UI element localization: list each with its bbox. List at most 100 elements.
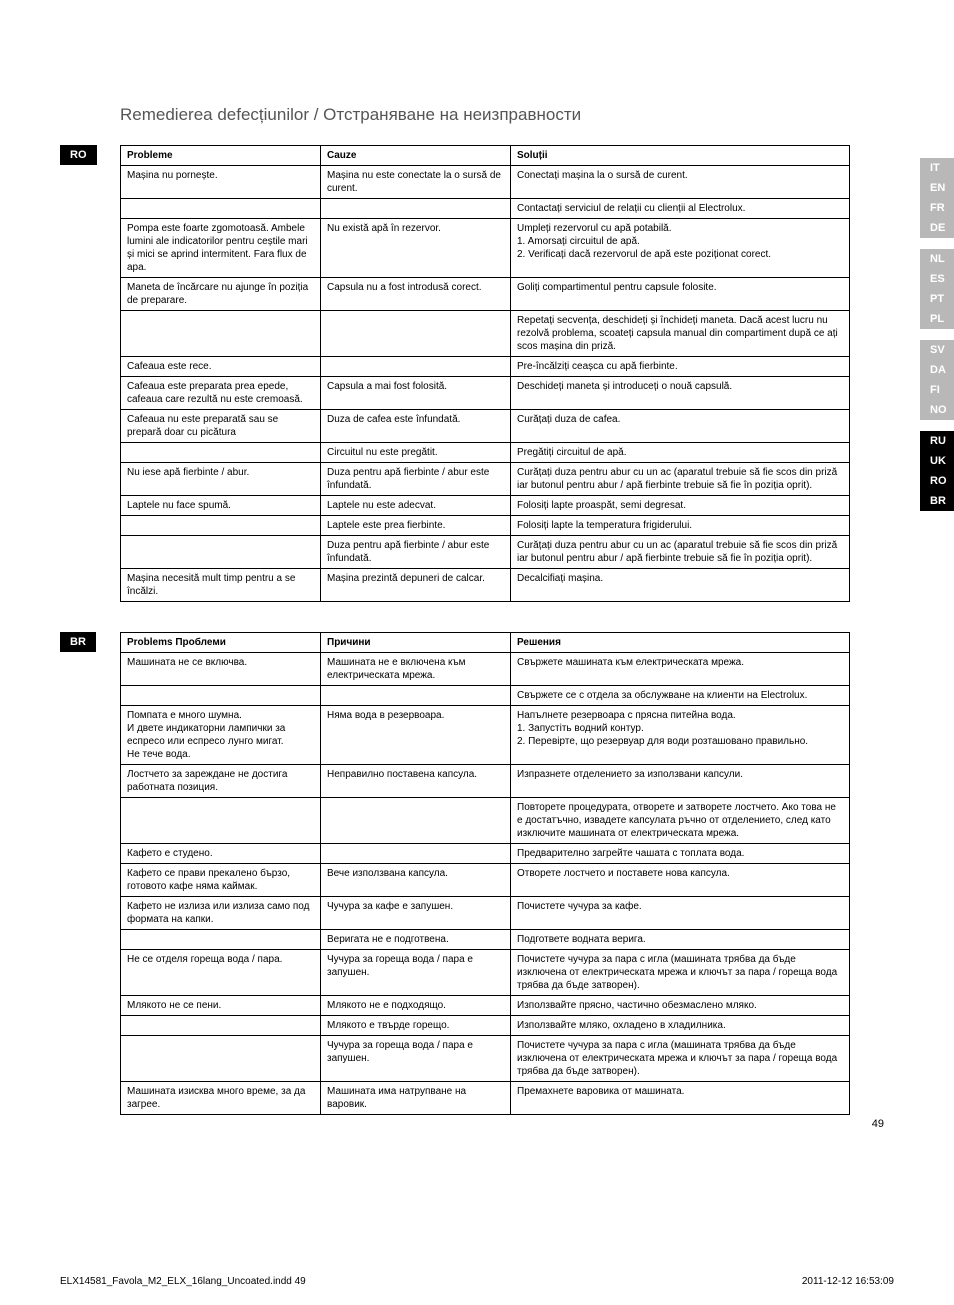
table-cell: Mașina nu pornește.	[121, 166, 321, 199]
table-row: Кафето не излиза или излиза само под фор…	[121, 897, 850, 930]
section-badge: RO	[60, 145, 97, 165]
lang-tab-uk[interactable]: UK	[920, 451, 954, 471]
table-row: Чучура за гореща вода / пара е запушен.П…	[121, 1036, 850, 1082]
table-cell: Машината има натрупване на варовик.	[321, 1082, 511, 1115]
footer-file: ELX14581_Favola_M2_ELX_16lang_Uncoated.i…	[60, 1276, 306, 1287]
table-cell	[321, 199, 511, 219]
table-cell: Nu iese apă fierbinte / abur.	[121, 463, 321, 496]
table-cell	[321, 798, 511, 844]
table-row: Cafeaua nu este preparată sau se prepară…	[121, 410, 850, 443]
section-ro: ROProblemeCauzeSoluțiiMașina nu pornește…	[120, 145, 894, 602]
table-cell	[321, 686, 511, 706]
table-cell: Напълнете резервоара с прясна питейна во…	[511, 706, 850, 765]
table-header: Причини	[321, 633, 511, 653]
lang-tab-nl[interactable]: NL	[920, 249, 954, 269]
table-row: Circuitul nu este pregătit.Pregătiți cir…	[121, 443, 850, 463]
lang-tab-it[interactable]: IT	[920, 158, 954, 178]
table-cell: Повторете процедурата, отворете и затвор…	[511, 798, 850, 844]
table-row: Laptele nu face spumă.Laptele nu este ad…	[121, 496, 850, 516]
lang-tab-ru[interactable]: RU	[920, 431, 954, 451]
lang-tab-fr[interactable]: FR	[920, 198, 954, 218]
table-row: Повторете процедурата, отворете и затвор…	[121, 798, 850, 844]
table-cell: Duza de cafea este înfundată.	[321, 410, 511, 443]
lang-tab-sv[interactable]: SV	[920, 340, 954, 360]
table-row: Млякото е твърде горещо.Използвайте мляк…	[121, 1016, 850, 1036]
table-cell: Nu există apă în rezervor.	[321, 219, 511, 278]
language-nav: ITENFRDE NLESPTPL SVDAFINO RUUKROBR	[920, 158, 954, 519]
table-cell: Млякото не се пени.	[121, 996, 321, 1016]
lang-tab-en[interactable]: EN	[920, 178, 954, 198]
lang-tab-ro[interactable]: RO	[920, 471, 954, 491]
table-cell: Вече използвана капсула.	[321, 864, 511, 897]
table-cell: Circuitul nu este pregătit.	[321, 443, 511, 463]
table-cell: Млякото е твърде горещо.	[321, 1016, 511, 1036]
lang-tab-pt[interactable]: PT	[920, 289, 954, 309]
table-cell: Подгответе водната верига.	[511, 930, 850, 950]
table-cell: Лостчето за зареждане не достига работна…	[121, 765, 321, 798]
table-cell: Няма вода в резервоара.	[321, 706, 511, 765]
title-sep: /	[309, 105, 323, 124]
table-row: Кафето е студено. Предварително загрейте …	[121, 844, 850, 864]
table-row: Duza pentru apă fierbinte / abur este în…	[121, 536, 850, 569]
table-cell	[121, 930, 321, 950]
table-row: Свържете се с отдела за обслужване на кл…	[121, 686, 850, 706]
table-row: Машината изисква много време, за да загр…	[121, 1082, 850, 1115]
footer-timestamp: 2011-12-12 16:53:09	[802, 1276, 894, 1287]
table-row: Кафето се прави прекалено бързо, готовот…	[121, 864, 850, 897]
table-cell: Машината изисква много време, за да загр…	[121, 1082, 321, 1115]
section-badge: BR	[60, 632, 96, 652]
table-cell: Capsula a mai fost folosită.	[321, 377, 511, 410]
table-cell: Duza pentru apă fierbinte / abur este în…	[321, 536, 511, 569]
table-cell	[121, 516, 321, 536]
table-row: Contactați serviciul de relații cu clien…	[121, 199, 850, 219]
table-cell	[121, 199, 321, 219]
table-cell	[321, 357, 511, 377]
table-row: Maneta de încărcare nu ajunge în poziția…	[121, 278, 850, 311]
table-row: Веригата не е подготвена.Подгответе водн…	[121, 930, 850, 950]
table-cell: Contactați serviciul de relații cu clien…	[511, 199, 850, 219]
table-cell: Почистете чучура за кафе.	[511, 897, 850, 930]
table-row: Машината не се включва.Машината не е вкл…	[121, 653, 850, 686]
lang-group: ITENFRDE	[920, 158, 954, 238]
table-cell: Repetați secvența, deschideți și închide…	[511, 311, 850, 357]
lang-tab-da[interactable]: DA	[920, 360, 954, 380]
table-cell	[121, 1036, 321, 1082]
lang-tab-br[interactable]: BR	[920, 491, 954, 511]
table-cell: Използвайте прясно, частично обезмаслено…	[511, 996, 850, 1016]
table-cell: Млякото не е подходящо.	[321, 996, 511, 1016]
table-cell	[121, 311, 321, 357]
page-number: 49	[872, 1118, 884, 1130]
lang-tab-pl[interactable]: PL	[920, 309, 954, 329]
lang-group: RUUKROBR	[920, 431, 954, 511]
lang-tab-fi[interactable]: FI	[920, 380, 954, 400]
table-header: Problems Проблеми	[121, 633, 321, 653]
table-cell: Cafeaua nu este preparată sau se prepară…	[121, 410, 321, 443]
table-cell	[321, 844, 511, 864]
table-cell	[121, 443, 321, 463]
table-header: Решения	[511, 633, 850, 653]
lang-tab-es[interactable]: ES	[920, 269, 954, 289]
table-cell: Помпата е много шумна.И двете индикаторн…	[121, 706, 321, 765]
lang-group: NLESPTPL	[920, 249, 954, 329]
table-cell: Goliți compartimentul pentru capsule fol…	[511, 278, 850, 311]
table-cell: Кафето е студено.	[121, 844, 321, 864]
table-cell: Pre-încălziți ceașca cu apă fierbinte.	[511, 357, 850, 377]
table-cell: Кафето не излиза или излиза само под фор…	[121, 897, 321, 930]
table-cell: Почистете чучура за пара с игла (машинат…	[511, 1036, 850, 1082]
lang-tab-de[interactable]: DE	[920, 218, 954, 238]
table-cell: Cafeaua este preparata prea epede, cafea…	[121, 377, 321, 410]
table-cell: Mașina necesită mult timp pentru a se în…	[121, 569, 321, 602]
table-cell: Премахнете варовика от машината.	[511, 1082, 850, 1115]
table-row: Cafeaua este preparata prea epede, cafea…	[121, 377, 850, 410]
table-cell: Folosiți lapte la temperatura frigiderul…	[511, 516, 850, 536]
table-cell: Decalcifiați mașina.	[511, 569, 850, 602]
table-cell: Umpleți rezervorul cu apă potabilă.1. Am…	[511, 219, 850, 278]
troubleshooting-table: ProblemeCauzeSoluțiiMașina nu pornește.M…	[120, 145, 850, 602]
lang-tab-no[interactable]: NO	[920, 400, 954, 420]
table-cell: Предварително загрейте чашата с топлата …	[511, 844, 850, 864]
table-cell: Веригата не е подготвена.	[321, 930, 511, 950]
table-cell: Deschideți maneta și introduceți o nouă …	[511, 377, 850, 410]
table-cell: Laptele nu face spumă.	[121, 496, 321, 516]
table-cell: Отворете лостчето и поставете нова капсу…	[511, 864, 850, 897]
table-cell: Свържете машината към електрическата мре…	[511, 653, 850, 686]
